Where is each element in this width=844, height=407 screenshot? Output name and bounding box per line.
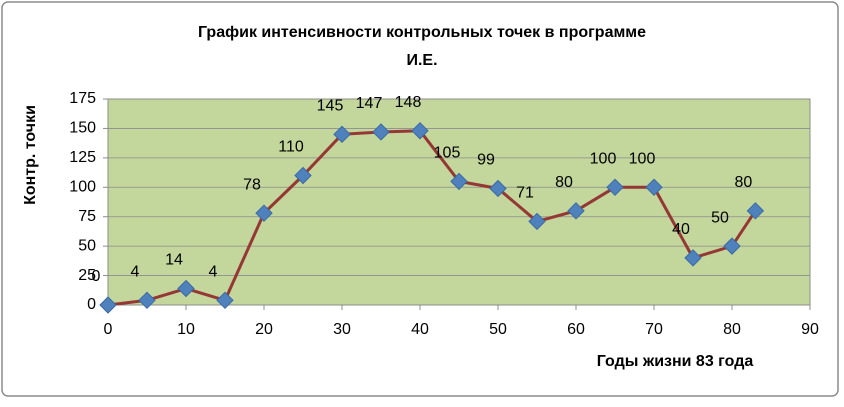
x-axis-label: Годы жизни 83 года <box>597 353 754 370</box>
data-point <box>411 122 429 140</box>
y-tick-label: 0 <box>87 296 96 313</box>
data-point <box>216 291 234 309</box>
data-point <box>528 212 546 231</box>
chart-title: И.Е. <box>406 52 437 69</box>
data-label: 80 <box>735 174 753 191</box>
x-tick-label: 40 <box>411 321 429 338</box>
data-label: 148 <box>395 94 422 111</box>
x-tick-label: 0 <box>104 321 113 338</box>
data-point <box>138 291 156 309</box>
x-tick-label: 70 <box>645 321 663 338</box>
data-point <box>746 202 765 220</box>
data-point <box>684 249 702 267</box>
data-label: 99 <box>477 152 495 169</box>
y-tick-label: 125 <box>69 149 96 166</box>
y-tick-label: 50 <box>78 237 96 254</box>
data-label: 110 <box>278 139 304 156</box>
x-tick-label: 20 <box>255 321 273 338</box>
data-label: 40 <box>672 221 690 238</box>
x-tick-label: 60 <box>567 321 585 338</box>
data-point <box>723 237 741 255</box>
data-point <box>645 178 663 196</box>
data-label: 147 <box>356 95 383 112</box>
y-tick-label: 150 <box>69 120 96 137</box>
data-label: 4 <box>131 264 140 281</box>
plot-area <box>107 98 811 306</box>
data-label: 4 <box>209 264 218 281</box>
data-point <box>450 172 468 191</box>
data-label: 71 <box>516 185 534 202</box>
data-point <box>177 279 195 298</box>
x-tick-label: 50 <box>489 321 507 338</box>
data-label: 105 <box>434 145 461 162</box>
data-label: 14 <box>165 252 183 269</box>
data-label: 0 <box>92 268 101 285</box>
x-tick-label: 10 <box>177 321 195 338</box>
data-point <box>99 296 117 314</box>
y-tick-label: 75 <box>78 208 96 225</box>
data-label: 80 <box>555 174 573 191</box>
data-point <box>333 125 351 144</box>
y-tick-label: 175 <box>69 90 96 107</box>
y-tick-label: 100 <box>69 179 96 196</box>
data-label: 100 <box>629 151 656 168</box>
data-label: 100 <box>590 151 617 168</box>
chart-title: График интенсивности контрольных точек в… <box>198 24 646 41</box>
data-point <box>294 166 312 185</box>
data-label: 145 <box>317 98 344 115</box>
data-label: 50 <box>711 209 729 226</box>
data-point <box>255 204 273 222</box>
data-point <box>567 202 585 220</box>
x-tick-label: 90 <box>801 321 819 338</box>
x-tick-label: 30 <box>333 321 351 338</box>
y-axis-label: Контр. точки <box>22 105 39 205</box>
data-point <box>372 123 390 141</box>
y-tick-label: 25 <box>78 267 96 284</box>
data-point <box>606 178 624 196</box>
x-tick-label: 80 <box>723 321 741 338</box>
data-label: 78 <box>243 176 261 193</box>
data-point <box>489 179 507 198</box>
